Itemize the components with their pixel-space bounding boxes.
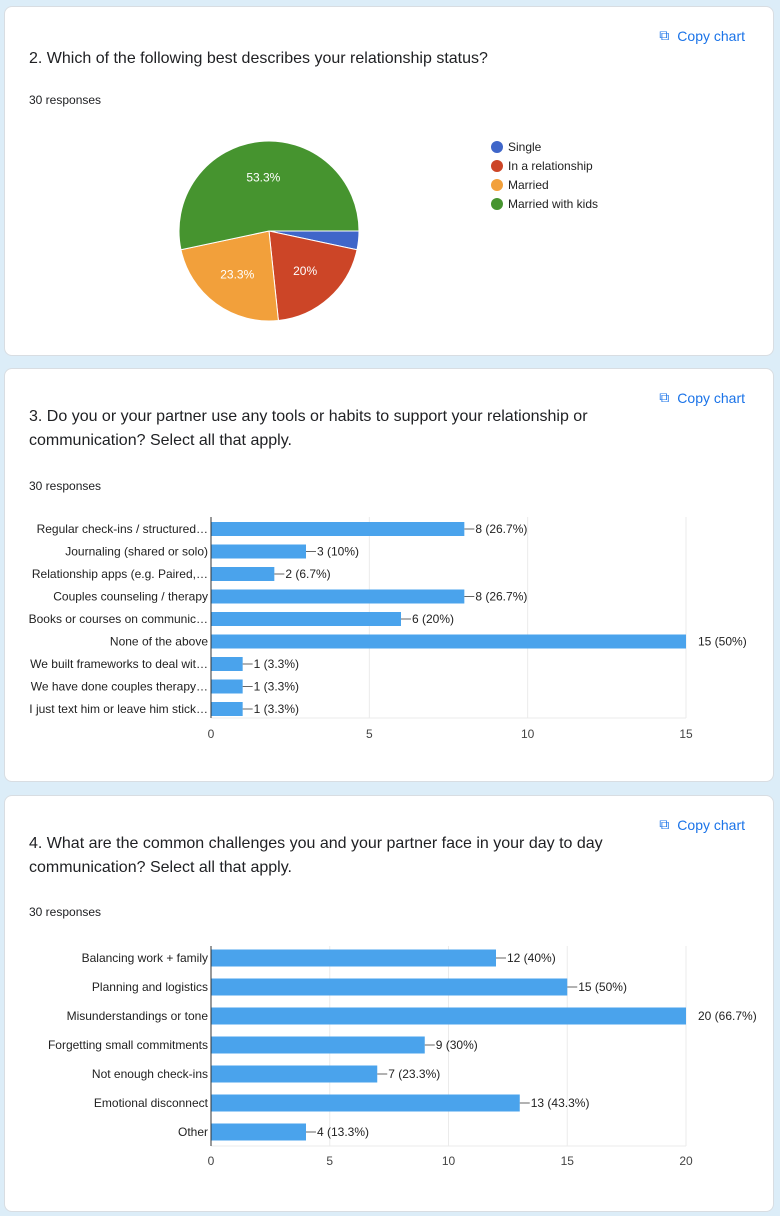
data-label: 15 (50%) bbox=[698, 635, 747, 649]
data-label: 9 (30%) bbox=[436, 1038, 478, 1052]
data-label: 6 (20%) bbox=[412, 612, 454, 626]
bar bbox=[211, 1036, 425, 1054]
category-label: Relationship apps (e.g. Paired,… bbox=[32, 567, 208, 581]
copy-chart-button[interactable]: ⧉ Copy chart bbox=[659, 27, 745, 44]
x-tick-label: 0 bbox=[208, 1154, 215, 1168]
bar bbox=[211, 1007, 686, 1025]
category-label: Planning and logistics bbox=[92, 980, 208, 994]
pie-label: 20% bbox=[293, 264, 317, 278]
x-tick-label: 20 bbox=[679, 1154, 693, 1168]
bar bbox=[211, 544, 306, 559]
question-title: 4. What are the common challenges you an… bbox=[29, 835, 603, 876]
data-label: 15 (50%) bbox=[578, 980, 627, 994]
category-label: Regular check-ins / structured… bbox=[37, 522, 208, 536]
data-label: 8 (26.7%) bbox=[475, 590, 527, 604]
bar bbox=[211, 589, 465, 604]
legend-marker bbox=[491, 179, 503, 191]
category-label: Balancing work + family bbox=[82, 951, 208, 965]
legend-marker bbox=[491, 198, 503, 210]
category-label: Journaling (shared or solo) bbox=[65, 545, 208, 559]
data-label: 2 (6.7%) bbox=[285, 567, 330, 581]
x-tick-label: 10 bbox=[442, 1154, 456, 1168]
question-card-3: 3. Do you or your partner use any tools … bbox=[4, 368, 774, 782]
x-tick-label: 5 bbox=[366, 727, 373, 741]
question-card-2: 2. Which of the following best describes… bbox=[4, 6, 774, 356]
bar bbox=[211, 634, 686, 649]
category-label: Emotional disconnect bbox=[94, 1096, 209, 1110]
data-label: 7 (23.3%) bbox=[388, 1067, 440, 1081]
bar bbox=[211, 949, 496, 967]
category-label: I just text him or leave him stick… bbox=[29, 702, 208, 716]
bar bbox=[211, 657, 243, 671]
pie-label: 23.3% bbox=[220, 268, 254, 282]
x-tick-label: 10 bbox=[521, 727, 535, 741]
data-label: 1 (3.3%) bbox=[254, 680, 299, 694]
category-label: Couples counseling / therapy bbox=[53, 590, 208, 604]
copy-chart-button[interactable]: ⧉ Copy chart bbox=[659, 816, 745, 833]
category-label: Not enough check-ins bbox=[92, 1067, 208, 1081]
bar bbox=[211, 1065, 378, 1083]
data-label: 8 (26.7%) bbox=[475, 522, 527, 536]
legend-label: Single bbox=[508, 140, 542, 154]
category-label: We built frameworks to deal wit… bbox=[30, 657, 208, 671]
x-tick-label: 15 bbox=[561, 1154, 575, 1168]
response-count: 30 responses bbox=[29, 93, 102, 107]
legend-label: In a relationship bbox=[508, 159, 593, 173]
bar bbox=[211, 522, 465, 536]
response-count: 30 responses bbox=[29, 905, 102, 919]
pie-slice bbox=[268, 230, 358, 322]
category-label: Books or courses on communic… bbox=[29, 612, 208, 626]
data-label: 12 (40%) bbox=[507, 951, 556, 965]
pie-slice bbox=[178, 140, 360, 251]
category-label: We have done couples therapy… bbox=[31, 680, 208, 694]
pie-slice bbox=[180, 230, 279, 322]
data-label: 4 (13.3%) bbox=[317, 1125, 369, 1139]
bar bbox=[211, 702, 243, 716]
question-card-4: 4. What are the common challenges you an… bbox=[4, 795, 774, 1212]
bar bbox=[211, 567, 275, 581]
copy-chart-button[interactable]: ⧉ Copy chart bbox=[659, 389, 745, 406]
bar bbox=[211, 978, 568, 996]
pie-label: 53.3% bbox=[246, 170, 280, 184]
x-tick-label: 5 bbox=[326, 1154, 333, 1168]
bar bbox=[211, 612, 401, 626]
data-label: 1 (3.3%) bbox=[254, 657, 299, 671]
response-count: 30 responses bbox=[29, 479, 102, 493]
question-title: 3. Do you or your partner use any tools … bbox=[29, 408, 588, 449]
x-tick-label: 0 bbox=[208, 727, 215, 741]
copy-icon: ⧉ bbox=[659, 389, 670, 405]
legend-label: Married bbox=[508, 178, 549, 192]
copy-icon: ⧉ bbox=[659, 816, 670, 832]
data-label: 1 (3.3%) bbox=[254, 702, 299, 716]
bar bbox=[211, 679, 243, 694]
x-tick-label: 15 bbox=[679, 727, 693, 741]
data-label: 20 (66.7%) bbox=[698, 1009, 757, 1023]
category-label: None of the above bbox=[110, 635, 208, 649]
legend-marker bbox=[491, 141, 503, 153]
data-label: 13 (43.3%) bbox=[531, 1096, 590, 1110]
bar bbox=[211, 1094, 520, 1112]
bar bbox=[211, 1123, 306, 1141]
legend-label: Married with kids bbox=[508, 197, 598, 211]
data-label: 3 (10%) bbox=[317, 545, 359, 559]
category-label: Misunderstandings or tone bbox=[67, 1009, 209, 1023]
category-label: Other bbox=[178, 1125, 208, 1139]
copy-icon: ⧉ bbox=[659, 27, 670, 43]
legend-marker bbox=[491, 160, 503, 172]
question-title: 2. Which of the following best describes… bbox=[29, 50, 488, 67]
category-label: Forgetting small commitments bbox=[48, 1038, 208, 1052]
